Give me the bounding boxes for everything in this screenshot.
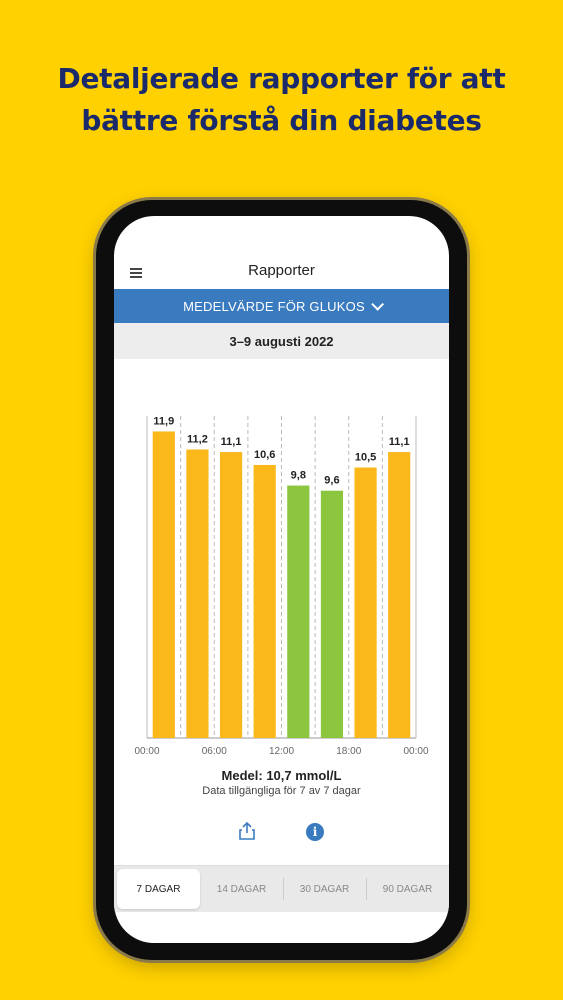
info-icon-glyph: i [312,825,318,839]
x-tick-label: 06:00 [202,746,227,757]
bar [186,449,209,738]
bar [320,490,344,738]
tab-7-days[interactable]: 7 DAGAR [117,869,200,909]
bar-value-label: 10,5 [355,452,376,464]
data-availability: Data tillgängliga för 7 av 7 dagar [202,785,361,797]
x-tick-label: 00:00 [134,746,159,757]
x-tick-label: 12:00 [269,746,294,757]
x-tick-label: 18:00 [336,746,361,757]
summary: Medel: 10,7 mmol/L Data tillgängliga för… [114,768,449,797]
tab-30-days[interactable]: 30 DAGAR [283,866,366,912]
glucose-bar-chart: 11,9 11,2 11,1 10,6 9,8 9,6 10,5 11,1 00:00 06:00… [134,415,428,757]
metric-selector-label: MEDELVÄRDE FÖR GLUKOS [183,298,365,314]
page-title: Rapporter [248,262,315,279]
bar [253,464,276,738]
info-icon[interactable]: i [306,823,324,841]
bar-value-label: 11,1 [221,436,242,448]
bar-value-label: 10,6 [254,449,275,461]
bar-value-label: 9,8 [291,470,306,482]
x-tick-label: 00:00 [403,746,428,757]
bar [219,452,243,738]
tab-14-days[interactable]: 14 DAGAR [216,883,267,895]
hamburger-menu-icon[interactable] [130,268,142,278]
bar-value-label: 9,6 [324,475,339,487]
bar-value-label: 11,1 [389,436,410,448]
tab-90-days[interactable]: 90 DAGAR [366,866,449,912]
period-tabs: 7 DAGAR 14 DAGAR 30 DAGAR 90 DAGAR [114,865,449,912]
app-bar: Rapporter [114,258,449,288]
promo-headline: Detaljerade rapporter för att bättre för… [0,58,563,142]
metric-selector[interactable]: MEDELVÄRDE FÖR GLUKOS [114,289,449,323]
headline-line-2: bättre förstå din diabetes [81,104,482,137]
app-screen: Rapporter MEDELVÄRDE FÖR GLUKOS 3–9 augu… [114,216,449,943]
date-range: 3–9 augusti 2022 [114,323,449,359]
share-icon[interactable] [236,820,258,842]
headline-line-1: Detaljerade rapporter för att [57,62,506,95]
bar-value-label: 11,2 [187,433,208,445]
bar [388,452,411,738]
chevron-down-icon [371,297,384,311]
bar [354,467,377,738]
bar [287,485,310,738]
bar-value-label: 11,9 [153,415,174,427]
bar [152,431,175,738]
date-range-label: 3–9 augusti 2022 [229,333,334,349]
average-value: Medel: 10,7 mmol/L [221,768,342,783]
